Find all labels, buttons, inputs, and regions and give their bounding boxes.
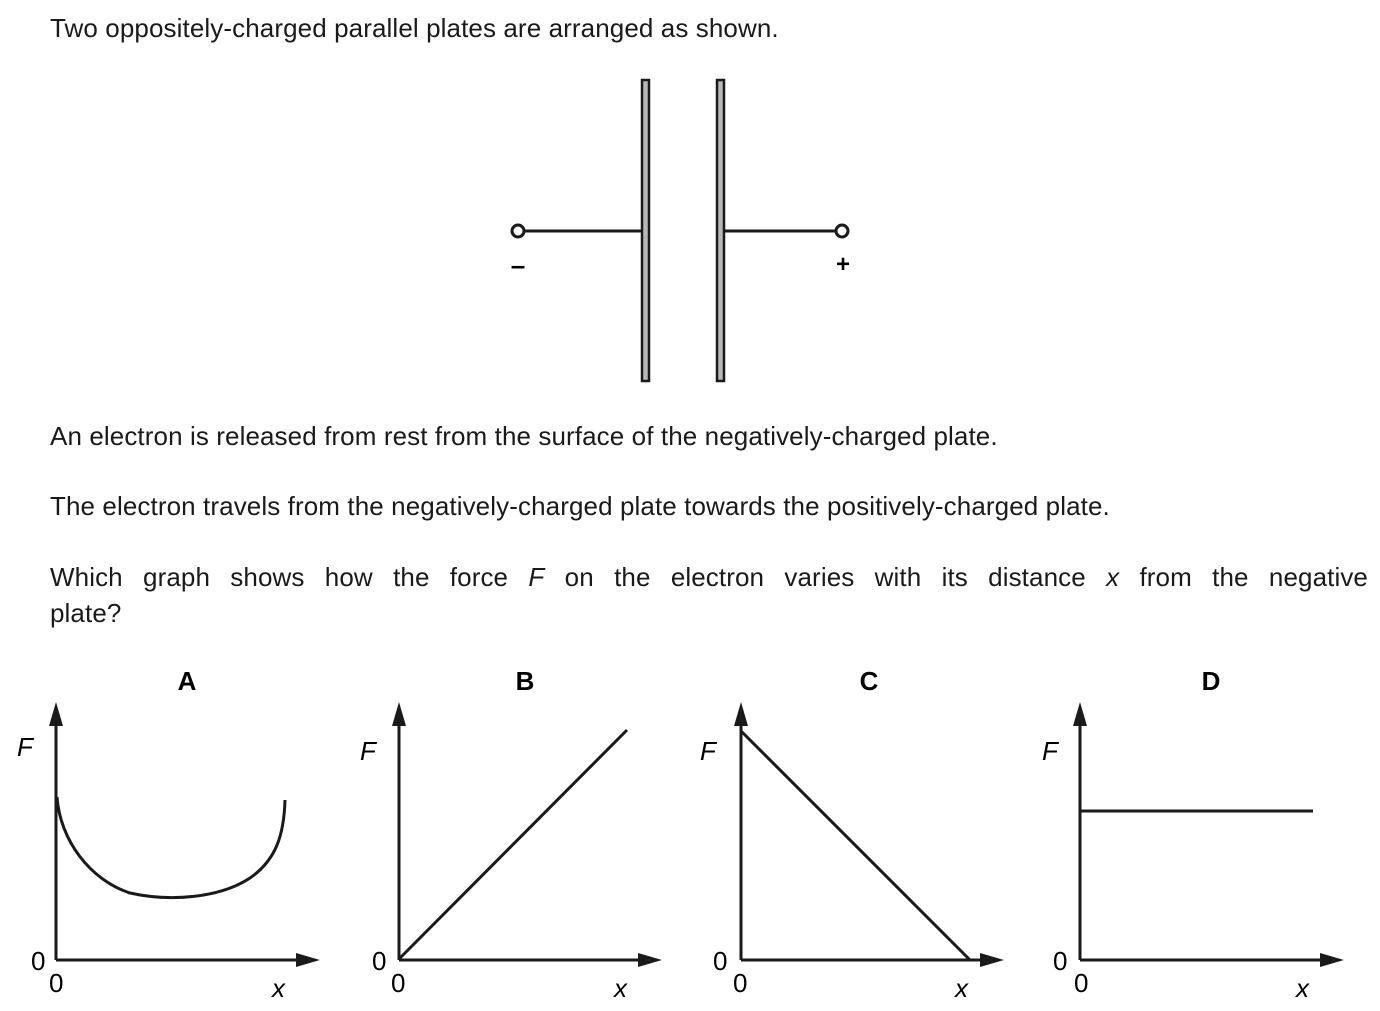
option-d-origin-y: 0 xyxy=(1053,946,1067,976)
negative-terminal-icon xyxy=(510,223,526,239)
parallel-plates-diagram: – + xyxy=(510,78,850,383)
option-c-origin-x: 0 xyxy=(733,968,747,998)
question-prompt: Which graph shows how the force F on the… xyxy=(50,562,1368,628)
option-d-graph[interactable]: D F 0 0 x xyxy=(1042,666,1344,1003)
negative-plate xyxy=(640,78,651,383)
option-a-graph[interactable]: A F 0 0 x xyxy=(17,666,320,1003)
option-d-y-arrow-icon xyxy=(1073,702,1087,726)
option-d-x-arrow-icon xyxy=(1320,953,1344,967)
option-b-y-label: F xyxy=(360,736,378,766)
option-b-x-arrow-icon xyxy=(638,953,662,967)
option-b-x-label: x xyxy=(612,973,628,1003)
negative-sign: – xyxy=(511,250,525,280)
option-c-x-label: x xyxy=(953,973,969,1003)
option-a-letter: A xyxy=(178,666,197,696)
option-b-y-arrow-icon xyxy=(392,702,406,726)
option-a-curve xyxy=(55,796,287,900)
option-b-line xyxy=(397,728,629,961)
option-d-y-label: F xyxy=(1042,736,1060,766)
option-c-y-label: F xyxy=(700,736,718,766)
intro-text: Two oppositely-charged parallel plates a… xyxy=(50,13,779,43)
option-a-origin-x: 0 xyxy=(49,968,63,998)
positive-sign: + xyxy=(836,251,850,278)
option-a-y-label: F xyxy=(17,732,35,762)
option-a-origin-y: 0 xyxy=(31,946,45,976)
option-d-letter: D xyxy=(1202,666,1221,696)
release-text: An electron is released from rest from t… xyxy=(50,421,998,451)
option-b-graph[interactable]: B F 0 0 x xyxy=(360,666,662,1003)
option-c-line xyxy=(739,729,972,962)
travel-text: The electron travels from the negatively… xyxy=(50,491,1110,521)
answer-graphs: A F 0 0 x B F 0 0 x C F 0 0 x D xyxy=(17,666,1344,1003)
option-a-y-arrow-icon xyxy=(49,702,63,726)
option-d-x-label: x xyxy=(1294,973,1310,1003)
option-c-graph[interactable]: C F 0 0 x xyxy=(700,666,1004,1003)
option-d-origin-x: 0 xyxy=(1074,968,1088,998)
option-a-x-label: x xyxy=(270,973,286,1003)
option-b-origin-x: 0 xyxy=(391,968,405,998)
option-c-y-arrow-icon xyxy=(734,702,748,726)
option-c-origin-y: 0 xyxy=(713,946,727,976)
option-c-letter: C xyxy=(860,666,879,696)
positive-plate xyxy=(715,78,726,383)
positive-terminal-icon xyxy=(834,223,850,239)
option-c-x-arrow-icon xyxy=(980,953,1004,967)
option-b-origin-y: 0 xyxy=(372,946,386,976)
option-b-letter: B xyxy=(516,666,535,696)
option-a-x-arrow-icon xyxy=(296,953,320,967)
